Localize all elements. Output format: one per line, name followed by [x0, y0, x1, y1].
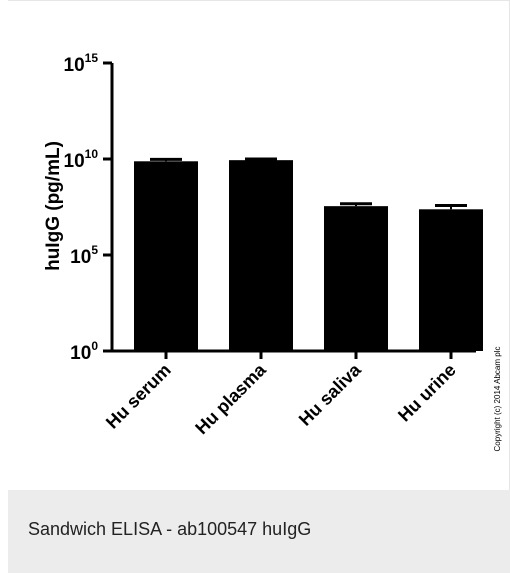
y-tick-base: 10	[64, 55, 85, 76]
x-tick-label: Hu urine	[394, 360, 460, 426]
x-tick-labels: Hu serum Hu plasma Hu saliva Hu urine	[102, 359, 460, 438]
y-axis-title: huIgG (pg/mL)	[43, 141, 64, 271]
y-tick-exponent: 0	[91, 339, 98, 353]
y-tick-exponent: 10	[85, 147, 99, 161]
y-tick-base: 10	[64, 151, 85, 172]
bar-hu-urine	[419, 209, 483, 351]
y-tick-exponent: 5	[91, 243, 98, 257]
image-card: 100 105 1010 1015 huIgG (pg/mL) Hu serum Hu …	[8, 0, 510, 573]
caption-bar: Sandwich ELISA - ab100547 huIgG	[8, 490, 510, 573]
copyright-watermark: Copyright (c) 2014 Abcam plc	[493, 347, 502, 452]
chart-figure: 100 105 1010 1015 huIgG (pg/mL) Hu serum Hu …	[8, 0, 510, 490]
bar-hu-serum	[134, 161, 198, 351]
bar-hu-plasma	[229, 160, 293, 351]
image-caption: Sandwich ELISA - ab100547 huIgG	[28, 519, 312, 539]
y-tick-base: 10	[70, 247, 91, 268]
x-tick-label: Hu serum	[102, 360, 175, 433]
y-tick-base: 10	[70, 343, 91, 364]
y-tick-label: 105	[70, 243, 98, 268]
x-tick-label: Hu saliva	[295, 359, 366, 430]
x-tick-label: Hu plasma	[191, 359, 270, 438]
bar-hu-saliva	[324, 206, 388, 351]
y-tick-label: 1010	[64, 147, 99, 172]
bar-series	[134, 157, 483, 359]
y-tick-label: 100	[70, 339, 98, 364]
y-tick-exponent: 15	[85, 51, 99, 65]
y-tick-label: 1015	[64, 51, 99, 76]
